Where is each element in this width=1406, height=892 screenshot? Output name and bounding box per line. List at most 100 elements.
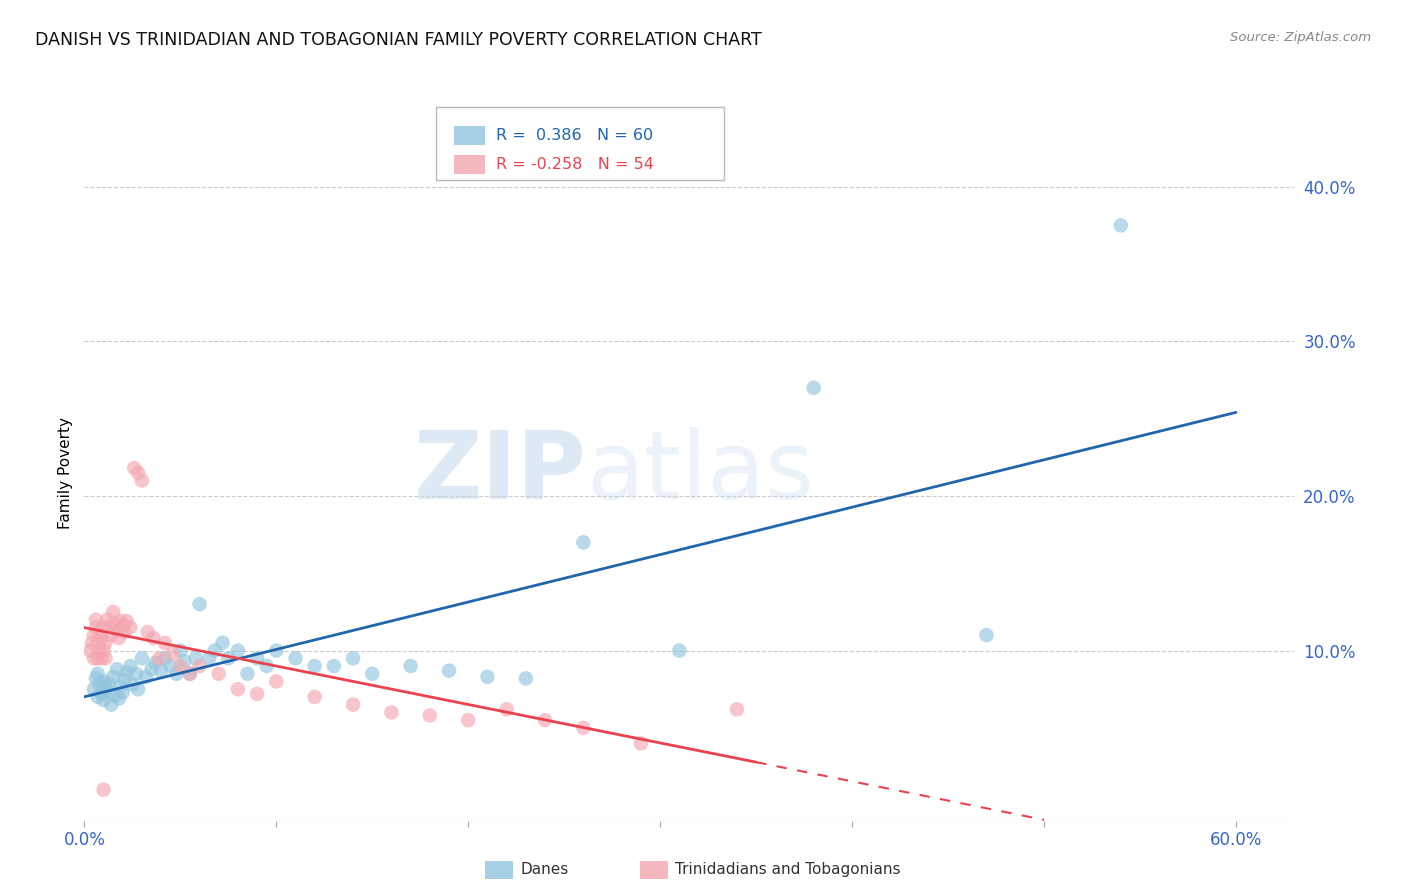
Point [246, 687, 269, 701]
Point [93, 620, 115, 634]
Point [284, 651, 307, 665]
Text: Danes: Danes [520, 863, 568, 877]
Point [114, 625, 136, 640]
Point [110, 614, 132, 628]
Point [188, 659, 211, 673]
Point [166, 666, 188, 681]
Point [153, 651, 176, 665]
Point [399, 659, 422, 673]
Point [179, 666, 201, 681]
Point [208, 666, 231, 681]
Point [104, 689, 127, 703]
Text: Trinidadians and Tobagonians: Trinidadians and Tobagonians [675, 863, 900, 877]
Point [110, 679, 132, 693]
Point [83, 628, 105, 642]
Point [572, 721, 595, 735]
Point [98, 620, 121, 634]
Text: R =  0.386   N = 60: R = 0.386 N = 60 [496, 128, 654, 143]
Point [515, 672, 537, 686]
Point [226, 643, 249, 657]
Point [89, 628, 111, 642]
Point [173, 654, 195, 668]
Point [93, 782, 115, 797]
Point [96, 683, 118, 698]
Point [246, 651, 269, 665]
Point [725, 702, 748, 716]
Point [93, 643, 115, 657]
Point [976, 628, 998, 642]
Point [87, 690, 110, 704]
Point [211, 636, 233, 650]
Point [84, 620, 107, 634]
Point [96, 613, 118, 627]
Point [142, 631, 165, 645]
Point [169, 643, 191, 657]
Point [79, 643, 101, 657]
Point [101, 605, 124, 619]
Point [477, 670, 499, 684]
Point [1109, 219, 1132, 233]
Point [90, 687, 112, 701]
Point [803, 381, 825, 395]
Point [87, 666, 110, 681]
Point [125, 666, 148, 681]
Point [84, 613, 107, 627]
Point [94, 651, 117, 665]
Point [266, 674, 288, 689]
Point [204, 643, 226, 657]
Point [100, 628, 122, 642]
Point [162, 647, 184, 661]
Point [226, 682, 249, 697]
Text: atlas: atlas [586, 426, 814, 519]
Point [87, 651, 110, 665]
Point [127, 682, 149, 697]
Point [121, 677, 143, 691]
Point [342, 651, 364, 665]
Point [668, 643, 690, 657]
Point [304, 659, 326, 673]
Point [83, 651, 105, 665]
Point [98, 676, 121, 690]
Text: ZIP: ZIP [413, 426, 586, 519]
Point [131, 651, 153, 665]
Point [104, 615, 127, 630]
Point [437, 664, 460, 678]
Point [419, 708, 441, 723]
Text: DANISH VS TRINIDADIAN AND TOBAGONIAN FAMILY POVERTY CORRELATION CHART: DANISH VS TRINIDADIAN AND TOBAGONIAN FAM… [35, 31, 762, 49]
Point [145, 656, 167, 670]
Point [135, 670, 157, 684]
Point [380, 706, 402, 720]
Point [108, 631, 131, 645]
Point [111, 685, 134, 699]
Point [120, 659, 142, 673]
Text: Source: ZipAtlas.com: Source: ZipAtlas.com [1230, 31, 1371, 45]
Point [256, 659, 278, 673]
Point [148, 651, 170, 665]
Point [457, 713, 479, 727]
Point [534, 713, 557, 727]
Point [108, 691, 131, 706]
Point [127, 466, 149, 480]
Point [115, 665, 138, 680]
Point [184, 651, 207, 665]
Point [87, 636, 110, 650]
Point [572, 535, 595, 549]
Point [198, 651, 221, 665]
Point [236, 666, 259, 681]
Point [84, 672, 107, 686]
Point [322, 659, 344, 673]
Point [89, 643, 111, 657]
Point [90, 651, 112, 665]
Point [90, 631, 112, 645]
Point [105, 662, 128, 676]
Point [495, 702, 517, 716]
Point [159, 659, 181, 673]
Point [304, 690, 326, 704]
Point [179, 666, 201, 681]
Point [188, 597, 211, 611]
Point [111, 619, 134, 633]
Point [93, 674, 115, 689]
Point [342, 698, 364, 712]
Point [94, 636, 117, 650]
Point [105, 624, 128, 638]
